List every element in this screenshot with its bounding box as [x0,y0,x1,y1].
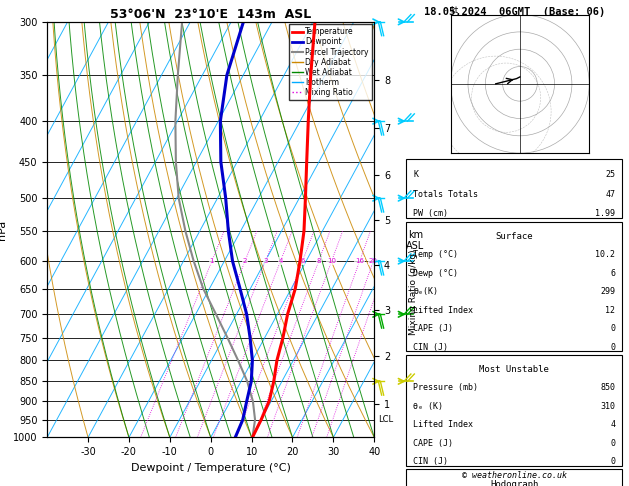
Bar [406,355,622,466]
Y-axis label: km
ASL: km ASL [406,230,425,251]
Text: K: K [413,170,418,179]
Text: θₑ (K): θₑ (K) [413,402,443,411]
Text: 10: 10 [327,258,336,264]
Text: Pressure (mb): Pressure (mb) [413,383,478,392]
Text: 47: 47 [605,190,615,199]
Bar [406,222,622,351]
Text: 16: 16 [355,258,364,264]
Text: Temp (°C): Temp (°C) [413,250,458,259]
Text: 299: 299 [600,287,615,296]
Text: 25: 25 [605,170,615,179]
Text: Lifted Index: Lifted Index [413,306,473,314]
Text: 3: 3 [263,258,268,264]
Text: 0: 0 [610,343,615,351]
Text: Lifted Index: Lifted Index [413,420,473,429]
Text: Dewp (°C): Dewp (°C) [413,269,458,278]
Legend: Temperature, Dewpoint, Parcel Trajectory, Dry Adiabat, Wet Adiabat, Isotherm, Mi: Temperature, Dewpoint, Parcel Trajectory… [289,24,372,100]
Y-axis label: hPa: hPa [0,220,8,240]
Text: 310: 310 [600,402,615,411]
Text: 12: 12 [605,306,615,314]
Text: PW (cm): PW (cm) [413,209,448,218]
Text: © weatheronline.co.uk: © weatheronline.co.uk [462,471,567,480]
Text: 0: 0 [610,324,615,333]
Text: Mixing Ratio (g/kg): Mixing Ratio (g/kg) [409,249,418,335]
Text: CIN (J): CIN (J) [413,343,448,351]
Text: 1.99: 1.99 [595,209,615,218]
Text: 6: 6 [610,269,615,278]
Text: 4: 4 [279,258,282,264]
Text: CAPE (J): CAPE (J) [413,324,453,333]
Text: CAPE (J): CAPE (J) [413,439,453,448]
Text: 8: 8 [316,258,321,264]
Bar [406,159,622,218]
Text: Surface: Surface [496,232,533,241]
Text: Totals Totals: Totals Totals [413,190,478,199]
X-axis label: Dewpoint / Temperature (°C): Dewpoint / Temperature (°C) [131,463,291,473]
Text: Hodograph: Hodograph [490,480,538,486]
Text: θₑ(K): θₑ(K) [413,287,438,296]
Title: 53°06'N  23°10'E  143m  ASL: 53°06'N 23°10'E 143m ASL [110,8,311,21]
Text: 0: 0 [610,457,615,466]
Text: 20: 20 [369,258,378,264]
Text: 0: 0 [610,439,615,448]
Text: 2: 2 [243,258,247,264]
Text: CIN (J): CIN (J) [413,457,448,466]
Text: 18.05.2024  06GMT  (Base: 06): 18.05.2024 06GMT (Base: 06) [423,7,605,17]
Bar [406,469,622,486]
Text: 10.2: 10.2 [595,250,615,259]
Text: LCL: LCL [379,415,394,424]
Text: 6: 6 [300,258,305,264]
Text: 4: 4 [610,420,615,429]
Text: 850: 850 [600,383,615,392]
Text: 1: 1 [209,258,214,264]
Text: Most Unstable: Most Unstable [479,365,549,374]
